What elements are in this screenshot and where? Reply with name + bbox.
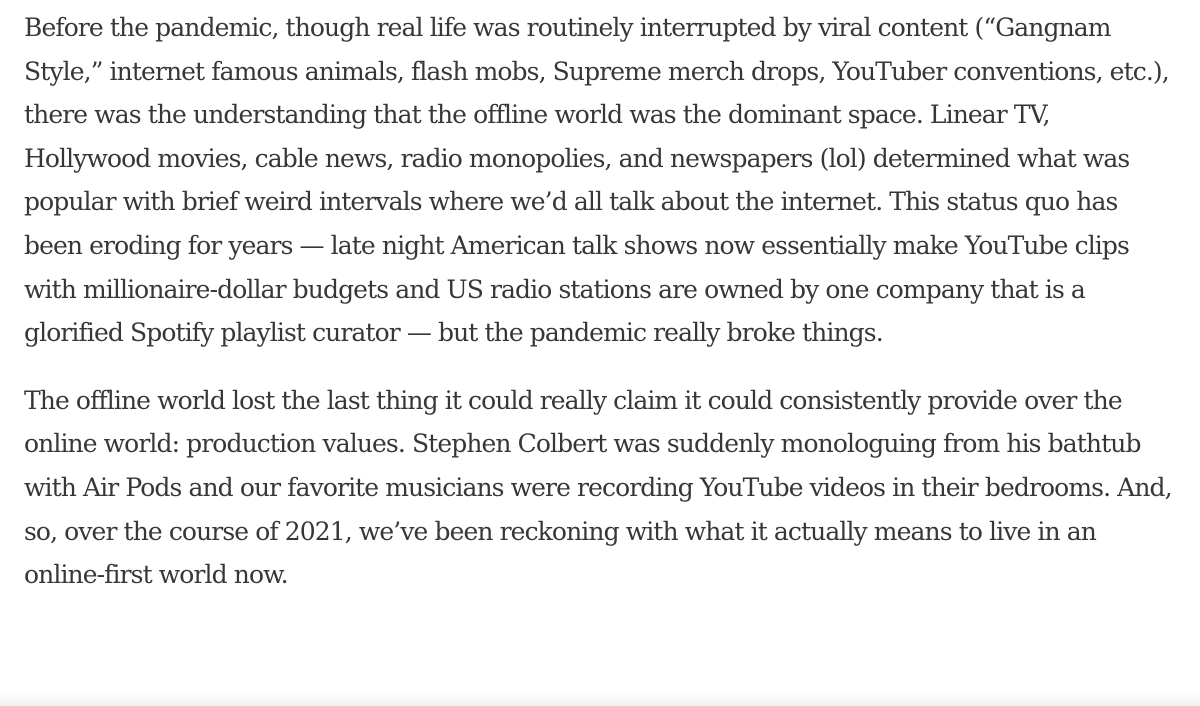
paragraph-pandemic-intro: Before the pandemic, though real life wa…	[24, 13, 1170, 348]
paragraph-offline-world: The offline world lost the last thing it…	[24, 385, 1173, 590]
bottom-fade-divider	[0, 692, 1200, 706]
article-body: Before the pandemic, though real life wa…	[24, 6, 1174, 597]
